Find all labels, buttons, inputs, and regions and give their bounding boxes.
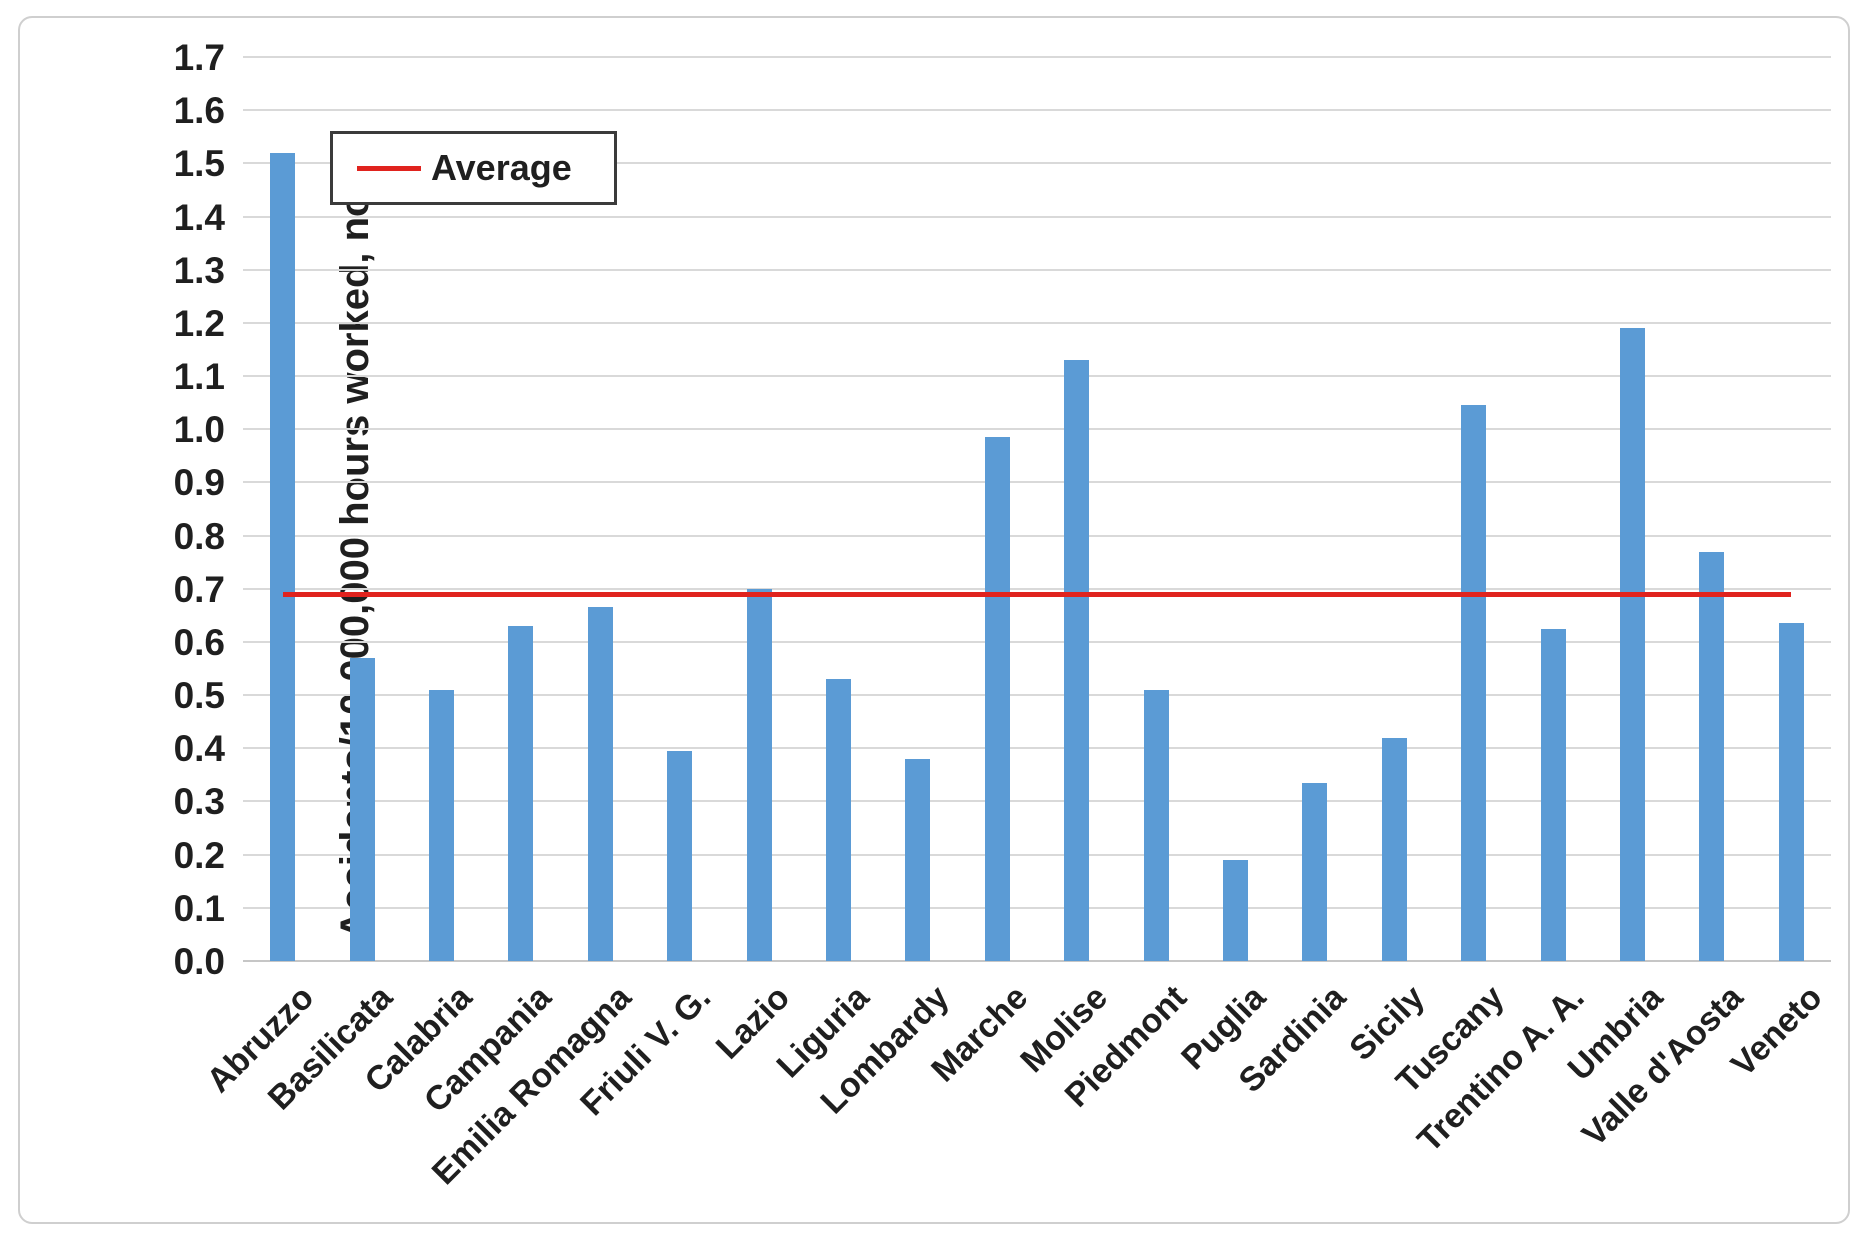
average-reference-line <box>282 591 1792 597</box>
gridline-1.7 <box>243 56 1831 58</box>
gridline-0.4 <box>243 747 1831 750</box>
legend: Average <box>330 131 617 205</box>
bar-piedmont <box>1143 689 1169 961</box>
gridline-1.2 <box>243 321 1831 324</box>
y-tick-label: 0.7 <box>173 568 225 610</box>
bar-molise <box>1064 360 1090 961</box>
y-tick-label: 0.3 <box>173 781 225 823</box>
bar-veneto <box>1778 623 1804 961</box>
y-tick-label: 1.3 <box>173 249 225 291</box>
y-tick-label: 1.2 <box>173 302 225 344</box>
bar-abruzzo <box>270 152 296 961</box>
y-tick-label: 1.0 <box>173 409 225 451</box>
y-tick-label: 1.4 <box>173 196 225 238</box>
y-tick-label: 0.6 <box>173 621 225 663</box>
bar-marche <box>984 437 1010 961</box>
bar-trentino-a-a- <box>1540 628 1566 961</box>
y-tick-label: 0.4 <box>173 728 225 770</box>
y-tick-label: 0.2 <box>173 834 225 876</box>
bar-sicily <box>1381 737 1407 961</box>
y-tick-label: 0.8 <box>173 515 225 557</box>
gridline-0.0 <box>243 960 1831 962</box>
bar-liguria <box>826 679 851 961</box>
gridline-0.5 <box>243 694 1831 697</box>
gridline-0.6 <box>243 640 1831 643</box>
gridline-1.3 <box>243 268 1831 271</box>
gridline-1.1 <box>243 375 1831 378</box>
gridline-0.2 <box>243 853 1831 856</box>
gridline-0.8 <box>243 534 1831 537</box>
average-line-legend-sample <box>357 165 421 171</box>
gridline-1.5 <box>243 162 1831 165</box>
y-tick-label: 1.1 <box>173 356 225 398</box>
y-tick-label: 0.1 <box>173 887 225 929</box>
gridline-0.9 <box>243 481 1831 484</box>
bar-sardinia <box>1302 782 1328 961</box>
chart-outer-border <box>18 16 1850 1224</box>
gridline-0.3 <box>243 800 1831 803</box>
gridline-0.7 <box>243 587 1831 590</box>
bar-puglia <box>1223 859 1248 961</box>
gridline-0.1 <box>243 906 1831 909</box>
bar-calabria <box>429 689 454 961</box>
bar-emilia-romagna <box>587 607 613 961</box>
y-tick-label: 0.9 <box>173 462 225 504</box>
plot-area: Accidents/10,000,000 hours worked, no 0.… <box>174 39 1831 1192</box>
gridline-1.0 <box>243 428 1831 431</box>
y-tick-label: 0.5 <box>173 675 225 717</box>
y-tick-label: 1.5 <box>173 143 225 185</box>
y-tick-label: 0.0 <box>173 941 225 982</box>
bar-lombardy <box>905 758 931 961</box>
bar-campania <box>508 625 534 961</box>
legend-label: Average <box>431 147 572 188</box>
bar-valle-d-aosta <box>1699 551 1725 961</box>
bar-umbria <box>1620 328 1645 961</box>
y-tick-label: 1.6 <box>173 90 225 132</box>
gridline-1.4 <box>243 215 1831 218</box>
bar-friuli-v-g- <box>667 750 693 961</box>
bar-tuscany <box>1461 405 1487 961</box>
gridline-1.6 <box>243 109 1831 112</box>
bar-basilicata <box>349 657 375 961</box>
y-tick-label: 1.7 <box>173 37 225 78</box>
bar-lazio <box>746 588 772 961</box>
